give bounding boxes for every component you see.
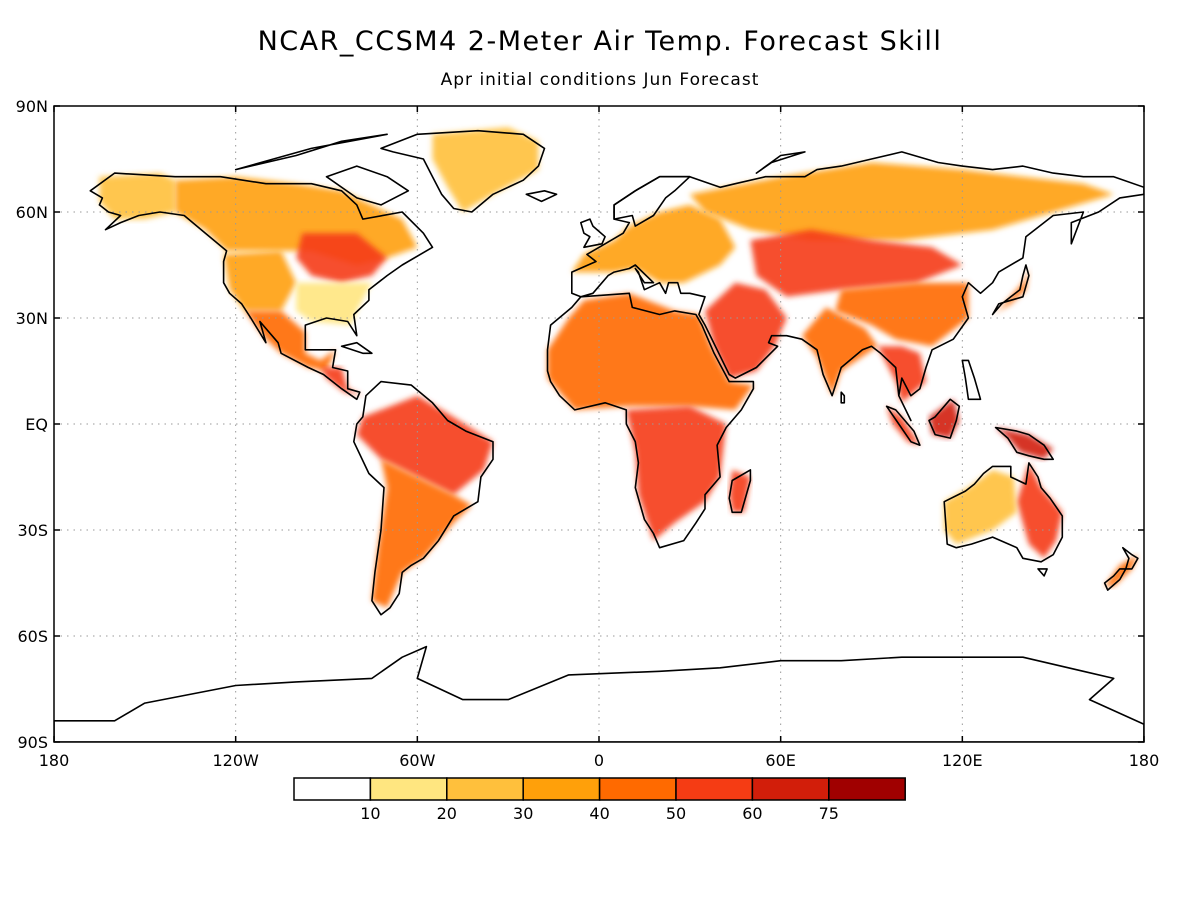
chart-title: NCAR_CCSM4 2-Meter Air Temp. Forecast Sk… bbox=[257, 26, 943, 57]
legend-label: 20 bbox=[437, 804, 457, 823]
skill-region-borneo bbox=[929, 399, 960, 439]
lat-tick-label: EQ bbox=[25, 415, 48, 434]
coastline-eurasia bbox=[570, 151, 1144, 422]
legend-swatch bbox=[522, 777, 601, 801]
skill-region-great-lakes bbox=[296, 233, 388, 283]
skill-region-amazon bbox=[356, 395, 493, 495]
coastline-tasmania bbox=[1037, 568, 1048, 577]
skill-region-india bbox=[801, 307, 878, 396]
coastline-south-america bbox=[352, 380, 494, 616]
coastline-new-guinea bbox=[994, 426, 1054, 461]
legend-label: 30 bbox=[513, 804, 533, 823]
legend-label: 10 bbox=[360, 804, 380, 823]
lon-tick-label: 120W bbox=[212, 751, 259, 770]
skill-region-europe bbox=[571, 204, 736, 283]
skill-region-australia-east bbox=[1016, 462, 1063, 559]
coastline-antarctica bbox=[54, 645, 1144, 742]
coastline-australia bbox=[943, 462, 1064, 563]
legend-label: 60 bbox=[742, 804, 762, 823]
coastline-madagascar bbox=[728, 469, 752, 514]
coastline-cuba bbox=[340, 341, 373, 355]
lon-tick-label: 0 bbox=[594, 751, 604, 770]
coastline-scandinavia bbox=[613, 175, 691, 227]
lat-tick-label: 30S bbox=[17, 521, 48, 540]
skill-shading-layer bbox=[99, 127, 1138, 608]
coastline-sri-lanka bbox=[840, 391, 846, 404]
skill-region-sumatra bbox=[886, 406, 920, 446]
skill-region-north-africa bbox=[547, 293, 754, 410]
skill-region-canada bbox=[175, 176, 418, 265]
skill-region-greenland bbox=[432, 127, 539, 212]
lon-tick-label: 120E bbox=[942, 751, 983, 770]
lon-tick-label: 180 bbox=[39, 751, 70, 770]
coastline-canadian-arctic bbox=[234, 133, 388, 171]
coastline-layer bbox=[54, 129, 1144, 742]
coastline-greenland bbox=[380, 129, 546, 213]
skill-region-new-guinea bbox=[995, 427, 1054, 460]
coastline-novaya-zemlya bbox=[755, 151, 806, 174]
lat-tick-label: 90N bbox=[16, 97, 48, 116]
legend-label: 40 bbox=[589, 804, 609, 823]
lat-tick-label: 90S bbox=[17, 733, 48, 752]
skill-region-middle-east bbox=[705, 282, 787, 379]
legend-swatch bbox=[369, 777, 448, 801]
skill-region-central-america bbox=[320, 367, 363, 396]
coastline-iceland bbox=[525, 190, 558, 203]
skill-region-western-usa bbox=[223, 250, 297, 311]
lat-tick-label: 60S bbox=[17, 627, 48, 646]
legend-swatch bbox=[675, 777, 754, 801]
skill-region-central-africa bbox=[626, 406, 727, 541]
coastline-new-zealand-s bbox=[1103, 568, 1127, 591]
color-legend: 10 20 30 40 50 60 75 bbox=[293, 777, 906, 823]
skill-region-south-america-south bbox=[371, 459, 472, 608]
legend-label: 75 bbox=[819, 804, 839, 823]
lat-tick-label: 30N bbox=[16, 309, 48, 328]
skill-region-china bbox=[835, 282, 969, 347]
coastline-baffin bbox=[325, 165, 410, 206]
coastline-japan bbox=[991, 264, 1030, 316]
skill-region-australia-west bbox=[944, 469, 1017, 545]
legend-swatch bbox=[446, 777, 524, 801]
skill-region-eastern-usa bbox=[296, 282, 372, 326]
skill-region-japan bbox=[992, 268, 1029, 315]
skill-region-new-zealand bbox=[1104, 554, 1138, 587]
coastline-north-america bbox=[89, 172, 434, 401]
skill-region-alaska bbox=[99, 173, 176, 220]
coastline-philippines bbox=[961, 359, 982, 401]
coastline-new-zealand-n bbox=[1122, 546, 1139, 570]
skill-region-mexico bbox=[244, 310, 336, 371]
skill-region-central-asia bbox=[750, 229, 963, 297]
skill-region-siberia bbox=[689, 162, 1114, 241]
coastline-borneo bbox=[928, 398, 961, 439]
legend-swatch bbox=[828, 777, 906, 801]
lon-tick-label: 180 bbox=[1129, 751, 1160, 770]
legend-label: 50 bbox=[666, 804, 686, 823]
lat-tick-label: 60N bbox=[16, 203, 48, 222]
coastline-britain bbox=[579, 218, 606, 249]
skill-region-southeast-asia bbox=[877, 346, 926, 403]
coastline-africa bbox=[546, 292, 755, 549]
legend-swatch bbox=[293, 777, 372, 801]
coastline-sumatra bbox=[885, 405, 921, 447]
chart-subtitle: Apr initial conditions Jun Forecast bbox=[440, 70, 760, 90]
legend-swatch bbox=[598, 777, 677, 801]
lon-tick-label: 60E bbox=[765, 751, 795, 770]
legend-swatch bbox=[751, 777, 830, 801]
lon-tick-label: 60W bbox=[399, 751, 435, 770]
